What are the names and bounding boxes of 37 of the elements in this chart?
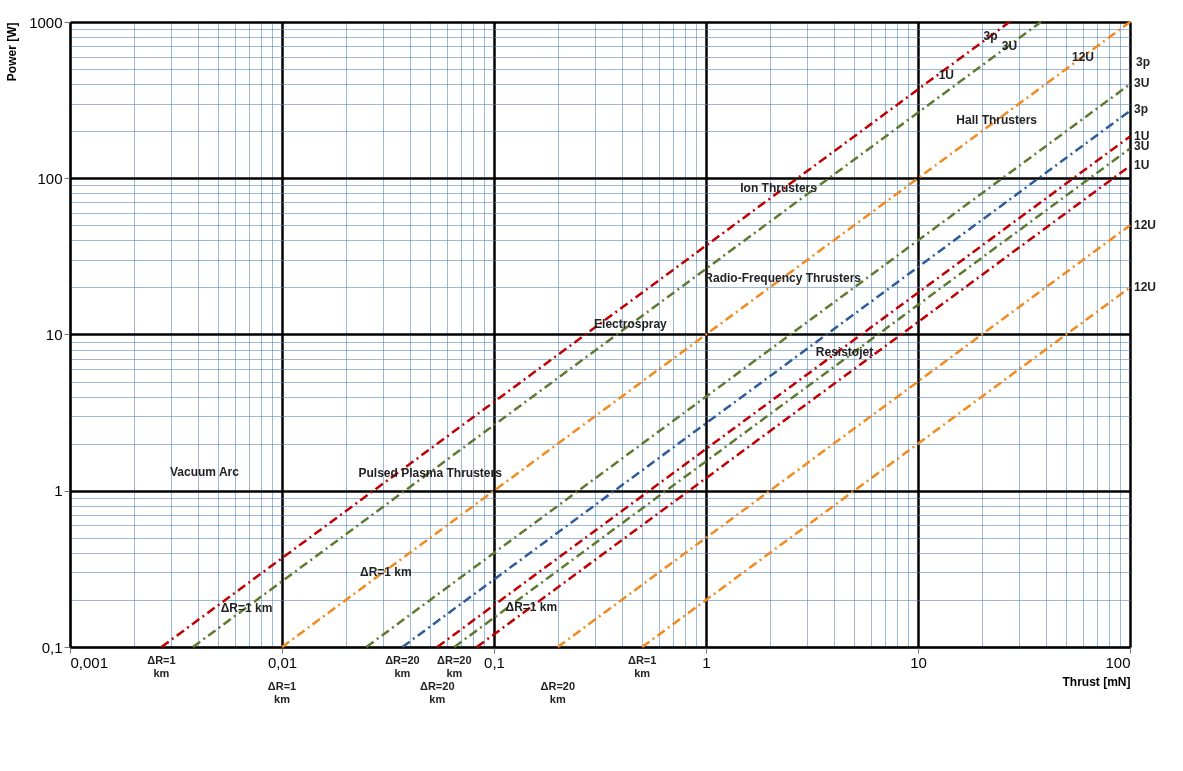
annotation: 12U <box>1134 218 1157 233</box>
y-tick-label: 10 <box>45 326 63 343</box>
text: 3p <box>1136 55 1151 69</box>
annotation: 3U <box>1001 39 1018 54</box>
annotation: ΔR=20 km <box>420 680 455 705</box>
annotation: ΔR=20 km <box>385 654 420 679</box>
annotation: ΔR=1 km <box>147 654 176 679</box>
annotation: ΔR=1 km <box>505 600 558 615</box>
annotation: Vacuum Arc <box>170 465 240 479</box>
y-tick-label: 0,1 <box>41 638 63 656</box>
annotation: 1U <box>1134 157 1150 172</box>
y-axis-title: Power [W] <box>5 22 20 82</box>
annotation: 3p <box>1134 101 1149 116</box>
annotation: 1U <box>938 67 954 82</box>
x-tick-label: 100 <box>1105 653 1131 671</box>
y-tick-label: 1000 <box>29 13 63 31</box>
annotation: 3U <box>1134 76 1150 91</box>
annotation: ΔR=20 km <box>540 680 576 705</box>
y-tick-label: 100 <box>37 169 63 187</box>
x-tick-label: 0,001 <box>70 653 109 671</box>
x-tick-label: 0,1 <box>484 653 505 671</box>
annotation: ΔR=1 km <box>220 601 273 616</box>
x-axis-title: Thrust [mN] <box>1062 674 1131 689</box>
annotation: 3U <box>1134 139 1150 154</box>
annotation: Hall Thrusters <box>956 113 1038 128</box>
annotation: ΔR=1 km <box>360 565 412 579</box>
x-tick-label: 1 <box>702 653 711 671</box>
x-tick-label: 10 <box>910 653 927 671</box>
annotation: 12U <box>1134 280 1157 295</box>
annotation: ΔR=20 km <box>437 654 472 679</box>
annotation: Electrospray <box>594 316 668 331</box>
annotation: ΔR=1 km <box>627 654 657 679</box>
annotation: Ion Thrusters <box>740 180 818 195</box>
x-tick-label: 0,01 <box>267 653 298 671</box>
annotation: 12U <box>1071 49 1094 64</box>
y-tick-label: 1 <box>54 482 63 500</box>
annotation: ΔR=1 km <box>267 680 297 705</box>
